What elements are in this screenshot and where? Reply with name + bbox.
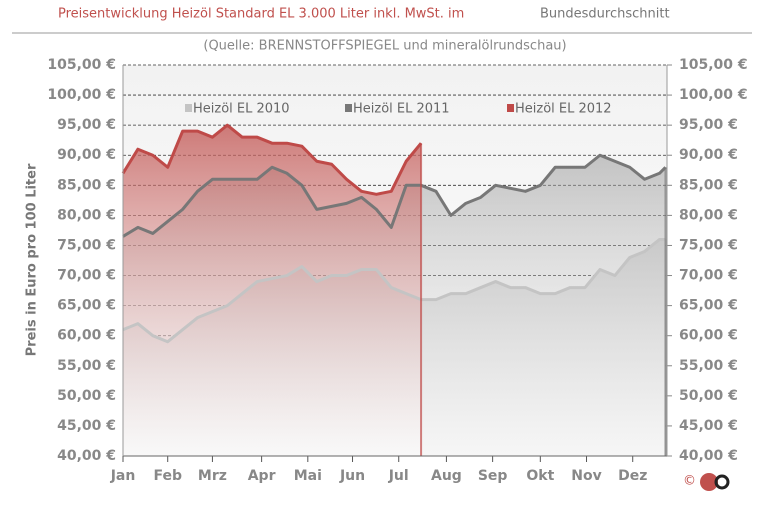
x-tick-label: Jan [110, 468, 136, 484]
line [121, 123, 423, 196]
y-tick-label: 105,00 € [47, 57, 116, 73]
area [123, 125, 422, 457]
chart-title: Preisentwicklung Heizöl Standard EL 3.00… [58, 7, 464, 22]
x-tick-label: Okt [526, 468, 554, 484]
y2-tick-label: 95,00 € [679, 117, 738, 133]
y2-tick-label: 85,00 € [679, 177, 738, 193]
y-tick-label: 40,00 € [57, 448, 116, 464]
y-axis-label: Preis in Euro pro 100 Liter [25, 163, 40, 356]
y-tick-label: 90,00 € [57, 147, 116, 163]
x-tick-label: Apr [248, 468, 276, 484]
x-tick-label: Jul [388, 468, 409, 484]
y-tick-label: 75,00 € [57, 237, 116, 253]
legend-label: Heizöl EL 2011 [353, 102, 450, 117]
x-tick-label: Mai [294, 468, 322, 484]
y-tick-label: 60,00 € [57, 328, 116, 344]
y-tick-label: 45,00 € [57, 418, 116, 434]
y2-tick-label: 75,00 € [679, 237, 738, 253]
subtitle: (Quelle: BRENNSTOFFSPIEGEL und mineralöl… [203, 39, 566, 54]
legend-label: Heizöl EL 2010 [193, 102, 290, 117]
y2-tick-label: 80,00 € [679, 207, 738, 223]
y-tick-label: 55,00 € [57, 358, 116, 374]
line [122, 237, 666, 344]
x-tick-label: Sep [478, 468, 508, 484]
y-tick-label: 85,00 € [57, 177, 116, 193]
y2-tick-label: 60,00 € [679, 328, 738, 344]
y2-tick-label: 50,00 € [679, 388, 738, 404]
x-tick-label: Dez [618, 468, 647, 484]
y2-tick-label: 100,00 € [679, 87, 748, 103]
x-tick-label: Mrz [198, 468, 227, 484]
y2-tick-label: 65,00 € [679, 298, 738, 314]
y-tick-label: 70,00 € [57, 268, 116, 284]
legend-label: Heizöl EL 2012 [515, 102, 612, 117]
line [122, 153, 667, 238]
y2-tick-label: 70,00 € [679, 268, 738, 284]
y-tick-label: 65,00 € [57, 298, 116, 314]
legend-swatch [507, 104, 514, 112]
chart-title-suffix: Bundesdurchschnitt [540, 7, 670, 22]
y2-tick-label: 105,00 € [679, 57, 748, 73]
y-tick-label: 100,00 € [47, 87, 116, 103]
legend-swatch [185, 104, 192, 112]
logo [714, 474, 730, 490]
x-tick-label: Feb [153, 468, 182, 484]
y-tick-label: 50,00 € [57, 388, 116, 404]
x-tick-label: Aug [431, 468, 462, 484]
x-tick-label: Nov [571, 468, 601, 484]
copyright: © [683, 474, 696, 489]
y-tick-label: 95,00 € [57, 117, 116, 133]
legend-swatch [345, 104, 352, 112]
logo [700, 473, 718, 491]
y2-tick-label: 45,00 € [679, 418, 738, 434]
y2-tick-label: 40,00 € [679, 448, 738, 464]
x-tick-label: Jun [339, 468, 365, 484]
y-tick-label: 80,00 € [57, 207, 116, 223]
y2-tick-label: 55,00 € [679, 358, 738, 374]
y2-tick-label: 90,00 € [679, 147, 738, 163]
